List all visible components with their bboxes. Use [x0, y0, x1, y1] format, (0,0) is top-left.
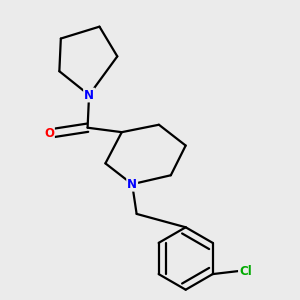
Text: O: O [44, 127, 54, 140]
Text: Cl: Cl [239, 265, 252, 278]
Text: N: N [84, 88, 94, 101]
Text: N: N [127, 178, 137, 191]
